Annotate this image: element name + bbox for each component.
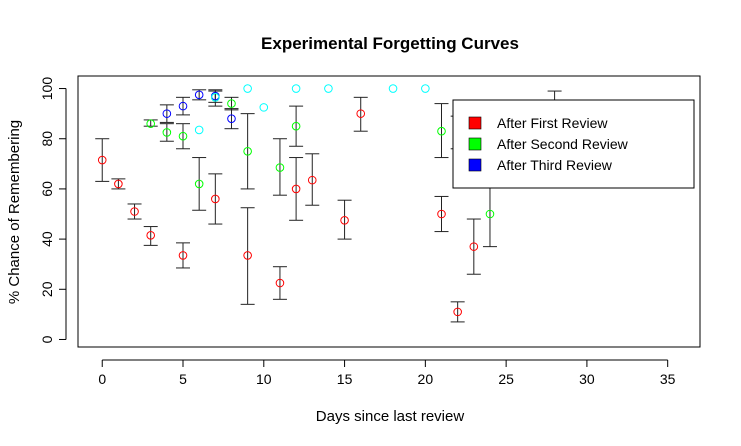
data-point [194, 125, 204, 135]
x-tick-label: 30 [579, 371, 595, 387]
y-tick-label: 100 [39, 77, 55, 101]
error-bar [450, 301, 465, 323]
legend-swatch [468, 137, 482, 151]
error-bar [305, 153, 320, 206]
plot-area [77, 75, 701, 348]
data-point [356, 109, 366, 118]
legend-label: After Second Review [497, 136, 629, 152]
data-point [211, 194, 220, 204]
legend-swatch [468, 116, 482, 130]
data-point [130, 207, 139, 216]
x-tick-label: 25 [498, 371, 514, 387]
data-point [243, 251, 252, 260]
data-point [259, 103, 269, 112]
x-tick-label: 35 [660, 371, 676, 387]
error-bar [143, 226, 158, 246]
data-point [243, 146, 252, 156]
data-point [178, 251, 188, 260]
data-point [211, 93, 220, 102]
y-tick-label: 60 [39, 181, 55, 197]
error-bar [240, 207, 255, 305]
x-axis-label: Days since last review [316, 408, 465, 425]
data-point [227, 99, 236, 108]
data-point [162, 128, 172, 137]
error-bar [208, 173, 223, 225]
data-point [194, 90, 204, 100]
legend-label: After First Review [497, 115, 608, 131]
legend-box [452, 99, 695, 189]
error-bar [224, 108, 239, 130]
error-bar [176, 242, 191, 269]
y-tick-label: 20 [39, 281, 55, 297]
error-bar [127, 203, 142, 220]
error-bar [289, 157, 304, 221]
data-point [324, 84, 333, 93]
data-point [275, 278, 285, 288]
x-tick-label: 5 [179, 371, 187, 387]
legend-label: After Third Review [497, 157, 613, 173]
error-bar [434, 195, 449, 233]
data-point [437, 126, 446, 136]
error-bar [240, 113, 255, 190]
y-axis-label: % Chance of Remembering [6, 120, 23, 304]
x-tick-label: 10 [256, 371, 272, 387]
data-point [421, 84, 430, 93]
legend-swatch [468, 158, 482, 172]
data-point [146, 119, 156, 128]
error-bar [159, 123, 174, 142]
error-bar [143, 119, 158, 127]
legend: After First Review After Second Review Aft… [452, 99, 695, 189]
error-bar [208, 89, 223, 103]
axes: 0 5 10 15 20 25 30 35 0 20 40 60 80 100 [39, 77, 676, 387]
error-bar [466, 218, 481, 275]
data-point [194, 179, 204, 189]
error-bar [224, 96, 239, 111]
error-bar [95, 138, 110, 182]
error-bar [192, 157, 207, 211]
data-point [178, 101, 188, 111]
data-point [485, 209, 495, 219]
chart-title: Experimental Forgetting Curves [261, 34, 519, 53]
data-point [388, 84, 398, 93]
error-bar [176, 96, 191, 116]
data-point [437, 209, 446, 219]
y-tick-label: 0 [39, 335, 55, 343]
data-point [114, 179, 123, 189]
data-point [291, 84, 301, 93]
x-tick-label: 0 [98, 371, 106, 387]
x-tick-label: 20 [418, 371, 434, 387]
error-bar [337, 199, 352, 240]
data-point [469, 242, 479, 251]
error-bar [353, 96, 368, 132]
data-point [97, 155, 107, 165]
data-point [178, 131, 188, 141]
y-tick-label: 40 [39, 231, 55, 247]
error-bar [434, 103, 449, 159]
data-point [453, 307, 462, 317]
data-point [227, 114, 236, 123]
error-bar [176, 123, 191, 150]
data-point [340, 215, 349, 225]
error-bar [272, 138, 287, 196]
error-bar [482, 180, 497, 248]
error-bar [289, 105, 304, 147]
error-bar [272, 266, 287, 300]
data-point [243, 84, 252, 93]
error-bar [159, 104, 174, 123]
data-point [307, 175, 317, 185]
y-tick-label: 80 [39, 131, 55, 147]
data-point [162, 109, 172, 118]
x-tick-label: 15 [337, 371, 353, 387]
data-point [291, 184, 301, 194]
data-point [291, 121, 301, 131]
data-point [275, 163, 285, 172]
data-point [146, 231, 156, 240]
